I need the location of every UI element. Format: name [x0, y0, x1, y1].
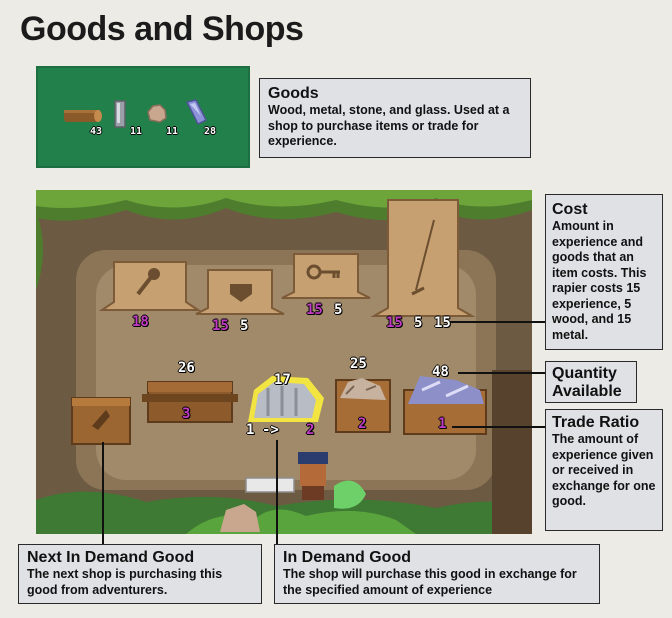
next-demand-callout: Next In Demand Good The next shop is pur… [18, 544, 262, 604]
page-title: Goods and Shops [20, 10, 304, 48]
next-demand-leader-line [102, 442, 104, 544]
trade-ratio-callout-body: The amount of experience given or receiv… [552, 432, 656, 508]
metal-quantity: 17 [274, 372, 291, 388]
stone-quantity: 25 [350, 356, 367, 372]
cost-callout-title: Cost [552, 201, 588, 218]
next-demand-callout-body: The next shop is purchasing this good fr… [27, 567, 223, 597]
key-cost-wood: 5 [334, 302, 343, 318]
key-cost-xp: 15 [306, 302, 323, 318]
quantity-callout: Quantity Available [545, 361, 637, 403]
metal-bar-icon [114, 100, 126, 128]
wood-quantity: 26 [178, 360, 195, 376]
cost-callout: Cost Amount in experience and goods that… [545, 194, 663, 350]
glass-count: 28 [204, 126, 217, 137]
glass-shard-icon [185, 99, 208, 126]
wood-trade-ratio: 3 [182, 406, 191, 422]
stone-count: 11 [166, 126, 179, 137]
in-demand-leader-line [276, 440, 278, 544]
rapier-cost-metal: 15 [434, 315, 451, 331]
glass-trade-ratio: 1 [438, 416, 447, 432]
shop-scene-art [36, 190, 532, 534]
rapier-cost-wood: 5 [414, 315, 423, 331]
in-demand-callout: In Demand Good The shop will purchase th… [274, 544, 600, 604]
goods-callout-title: Goods [268, 85, 319, 102]
quantity-callout-title: Quantity Available [552, 365, 622, 400]
shield-cost-xp: 15 [212, 318, 229, 334]
goods-inventory-panel: 43 11 11 28 [36, 66, 250, 168]
cost-leader-line [450, 321, 545, 323]
in-demand-callout-title: In Demand Good [283, 549, 411, 566]
in-demand-callout-body: The shop will purchase this good in exch… [283, 567, 577, 597]
shop-scene: 18 15 5 15 5 15 5 15 26 3 17 1 -> 2 25 2… [36, 190, 532, 534]
trade-ratio-callout-title: Trade Ratio [552, 414, 640, 431]
stone-trade-ratio: 2 [358, 416, 367, 432]
stone-icon [147, 104, 167, 123]
next-demand-callout-title: Next In Demand Good [27, 549, 195, 566]
wood-count: 43 [90, 126, 103, 137]
trade-ratio-callout: Trade Ratio The amount of experience giv… [545, 409, 663, 531]
metal-count: 11 [130, 126, 143, 137]
goods-callout: Goods Wood, metal, stone, and glass. Use… [259, 78, 531, 158]
shield-cost-wood: 5 [240, 318, 249, 334]
wood-log-icon [64, 110, 102, 122]
metal-ratio-left: 1 [246, 422, 255, 438]
cost-callout-body: Amount in experience and goods that an i… [552, 219, 647, 342]
rapier-cost-xp: 15 [386, 315, 403, 331]
club-cost-xp: 18 [132, 314, 149, 330]
glass-quantity: 48 [432, 364, 449, 380]
quantity-leader-line [458, 372, 545, 374]
metal-ratio-arrow: -> [262, 422, 279, 438]
trade-ratio-leader-line [452, 426, 545, 428]
goods-callout-body: Wood, metal, stone, and glass. Used at a… [268, 103, 510, 148]
metal-ratio-right: 2 [306, 422, 315, 438]
